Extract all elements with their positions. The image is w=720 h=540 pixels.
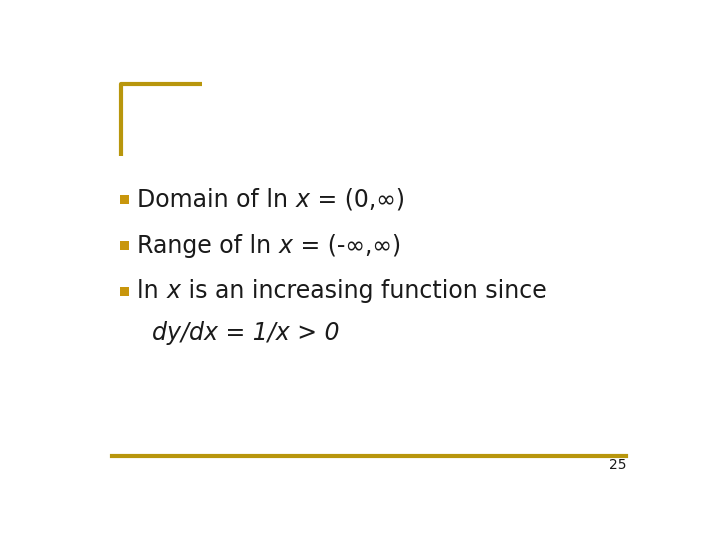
- Text: 25: 25: [609, 458, 627, 472]
- Text: Range of ln: Range of ln: [138, 234, 279, 258]
- Text: is an increasing function since: is an increasing function since: [181, 279, 546, 303]
- Text: x: x: [166, 279, 181, 303]
- Bar: [120, 195, 128, 205]
- Text: x: x: [279, 234, 293, 258]
- Text: dy/dx = 1/x > 0: dy/dx = 1/x > 0: [138, 321, 340, 345]
- Text: ln: ln: [138, 279, 166, 303]
- Text: x: x: [296, 188, 310, 212]
- Text: = (-∞,∞): = (-∞,∞): [293, 234, 401, 258]
- Bar: [120, 241, 128, 250]
- Text: = (0,∞): = (0,∞): [310, 188, 405, 212]
- Text: Domain of ln: Domain of ln: [138, 188, 296, 212]
- Bar: [120, 287, 128, 296]
